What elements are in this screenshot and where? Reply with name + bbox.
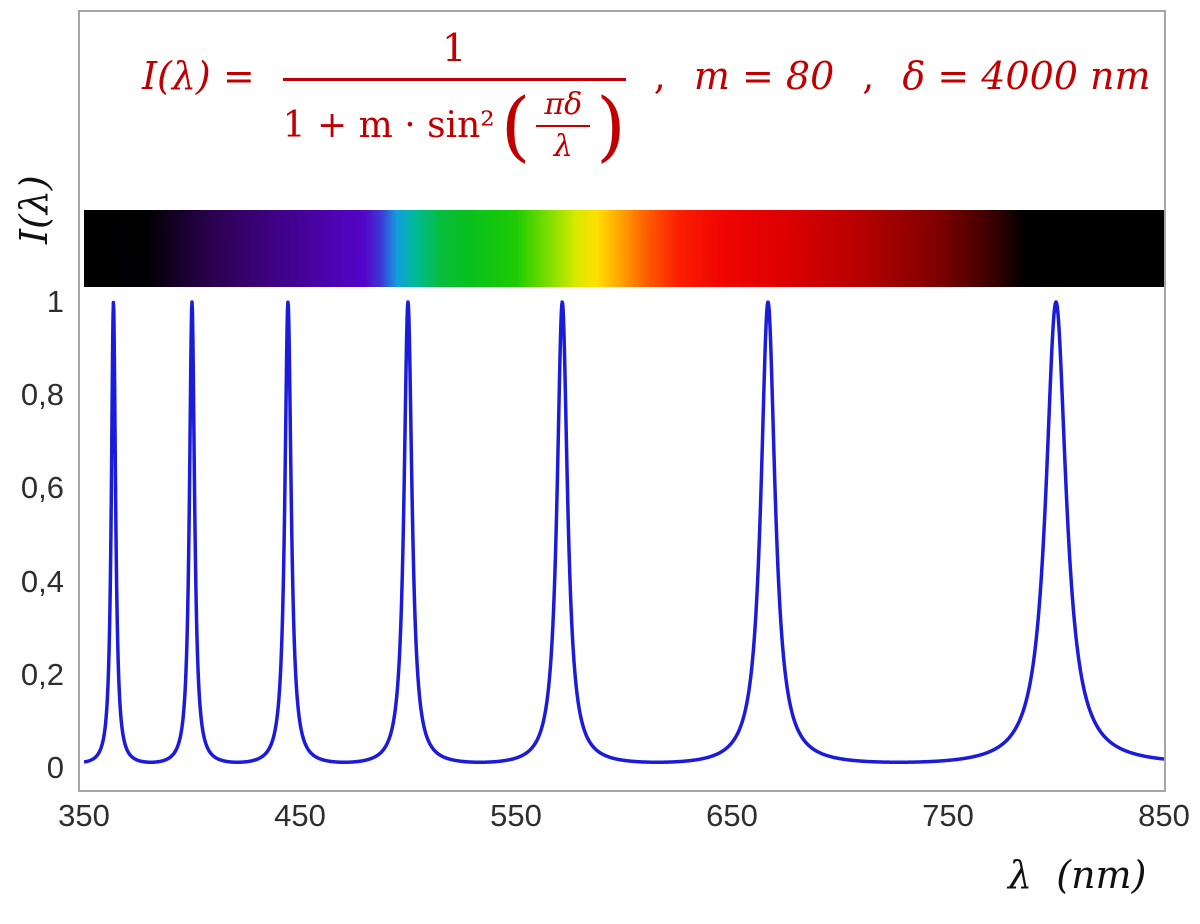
formula-separator-2: , xyxy=(862,54,875,98)
open-paren-glyph: ( xyxy=(500,80,531,170)
formula-lhs: I(λ) = xyxy=(142,54,255,98)
formula-main-fraction: 1 1 + m · sin² ( πδ λ ) xyxy=(282,26,626,170)
inner-fraction-numerator: πδ xyxy=(544,87,583,122)
spectrum-bar xyxy=(84,210,1164,287)
formula-param-delta: δ = 4000 nm xyxy=(902,54,1151,98)
y-tick-label: 0,2 xyxy=(20,656,64,692)
formula-inner-fraction: πδ λ xyxy=(536,87,591,163)
y-tick-label: 0,4 xyxy=(20,563,64,599)
x-tick-label: 650 xyxy=(706,798,758,833)
x-tick-label: 550 xyxy=(490,798,542,833)
x-tick-label: 850 xyxy=(1138,798,1190,833)
y-tick-label: 0,6 xyxy=(20,470,64,506)
intensity-curve-svg xyxy=(84,300,1164,764)
y-axis-title: I(λ) xyxy=(12,175,56,244)
y-tick-label: 0 xyxy=(46,750,64,785)
close-paren-glyph: ) xyxy=(596,80,626,170)
formula-numerator: 1 xyxy=(442,26,467,70)
y-tick-label: 0,8 xyxy=(20,377,64,413)
formula: I(λ) = 1 1 + m · sin² ( πδ λ ) , m = 80 … xyxy=(142,26,1151,163)
x-tick-label: 350 xyxy=(58,798,110,833)
plot-frame: I(λ) = 1 1 + m · sin² ( πδ λ ) , m = 80 … xyxy=(78,10,1166,792)
x-axis-title: λ (nm) xyxy=(1008,853,1147,897)
formula-denominator: 1 + m · sin² ( πδ λ ) xyxy=(282,78,626,170)
x-tick-label: 750 xyxy=(922,798,974,833)
x-tick-label: 450 xyxy=(274,798,326,833)
intensity-curve-path xyxy=(84,300,1164,764)
inner-fraction-denominator: λ xyxy=(536,125,591,163)
y-tick-label: 1 xyxy=(46,284,64,319)
formula-denominator-prefix: 1 + m · sin² xyxy=(282,105,495,146)
formula-separator-1: , xyxy=(653,54,666,98)
formula-param-m: m = 80 xyxy=(693,54,835,98)
